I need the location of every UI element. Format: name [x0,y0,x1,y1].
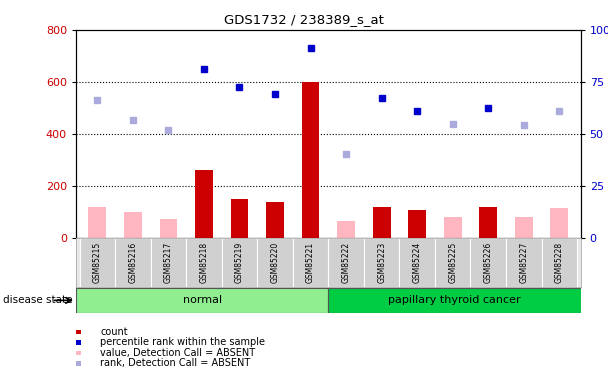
Bar [88,207,106,238]
Bar [542,238,577,287]
Bar [471,238,506,287]
Bar [515,217,533,238]
Bar [186,238,222,287]
Bar [337,221,355,238]
Text: GSM85220: GSM85220 [271,242,280,283]
Bar [266,202,284,238]
Text: GSM85222: GSM85222 [342,242,351,283]
Text: GSM85225: GSM85225 [448,242,457,283]
Bar [506,238,542,287]
Bar [115,238,151,287]
Bar [328,288,581,313]
Bar [159,219,178,238]
Bar [302,82,319,238]
Text: count: count [100,327,128,337]
Bar [257,238,293,287]
Bar [195,171,213,238]
Bar [124,212,142,238]
Bar [444,217,461,238]
Text: GDS1732 / 238389_s_at: GDS1732 / 238389_s_at [224,13,384,26]
Text: GSM85226: GSM85226 [484,242,492,283]
Text: GSM85215: GSM85215 [93,242,102,283]
Text: percentile rank within the sample: percentile rank within the sample [100,338,265,347]
Bar [550,208,568,238]
Bar [364,238,399,287]
Bar [222,238,257,287]
Text: papillary thyroid cancer: papillary thyroid cancer [388,296,521,305]
Text: disease state: disease state [3,296,72,305]
Bar [409,210,426,238]
Text: GSM85219: GSM85219 [235,242,244,283]
Bar [293,238,328,287]
Text: GSM85224: GSM85224 [413,242,422,283]
Bar [328,238,364,287]
Bar [76,288,328,313]
Text: rank, Detection Call = ABSENT: rank, Detection Call = ABSENT [100,358,250,368]
Text: GSM85223: GSM85223 [377,242,386,283]
Bar [479,207,497,238]
Text: value, Detection Call = ABSENT: value, Detection Call = ABSENT [100,348,255,358]
Text: GSM85221: GSM85221 [306,242,315,283]
Bar [435,238,471,287]
Text: GSM85216: GSM85216 [128,242,137,283]
Text: normal: normal [182,296,222,305]
Bar [399,238,435,287]
Bar [151,238,186,287]
Text: GSM85217: GSM85217 [164,242,173,283]
Text: GSM85227: GSM85227 [519,242,528,283]
Bar [230,199,248,238]
Bar [373,207,390,238]
Text: GSM85228: GSM85228 [555,242,564,283]
Text: GSM85218: GSM85218 [199,242,209,283]
Bar [80,238,115,287]
